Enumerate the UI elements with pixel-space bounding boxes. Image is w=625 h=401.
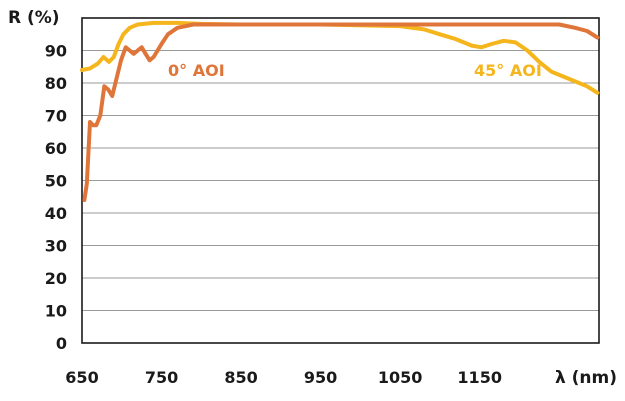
y-tick-label: 70 (45, 107, 67, 126)
series-line-0 (82, 22, 600, 202)
plot-area-frame (81, 17, 600, 344)
series-label-0-aoi: 0° AOI (168, 61, 225, 80)
y-tick-label: 30 (45, 237, 67, 256)
x-tick-label: 750 (145, 368, 178, 387)
x-axis-ticks: 650 750 850 950 1050 1150 (65, 368, 502, 387)
y-tick-label: 90 (45, 42, 67, 61)
x-tick-label: 650 (65, 368, 98, 387)
y-tick-label: 80 (45, 74, 67, 93)
y-tick-label: 60 (45, 139, 67, 158)
x-tick-label: 1150 (457, 368, 502, 387)
series-layer (80, 20, 600, 202)
y-axis-ticks: 0 10 20 30 40 50 60 70 80 90 (45, 42, 67, 354)
y-tick-label: 10 (45, 302, 67, 321)
y-tick-label: 50 (45, 172, 67, 191)
series-line-1 (80, 20, 600, 95)
x-axis-title: λ (nm) (555, 368, 617, 388)
grid-lines (82, 50, 599, 311)
y-axis-title: R (%) (8, 8, 60, 28)
x-tick-label: 850 (224, 368, 257, 387)
y-tick-label: 0 (56, 334, 67, 353)
x-tick-label: 1050 (378, 368, 423, 387)
y-tick-label: 20 (45, 269, 67, 288)
series-label-45-aoi: 45° AOI (474, 61, 542, 80)
x-tick-label: 950 (304, 368, 337, 387)
y-tick-label: 40 (45, 204, 67, 223)
